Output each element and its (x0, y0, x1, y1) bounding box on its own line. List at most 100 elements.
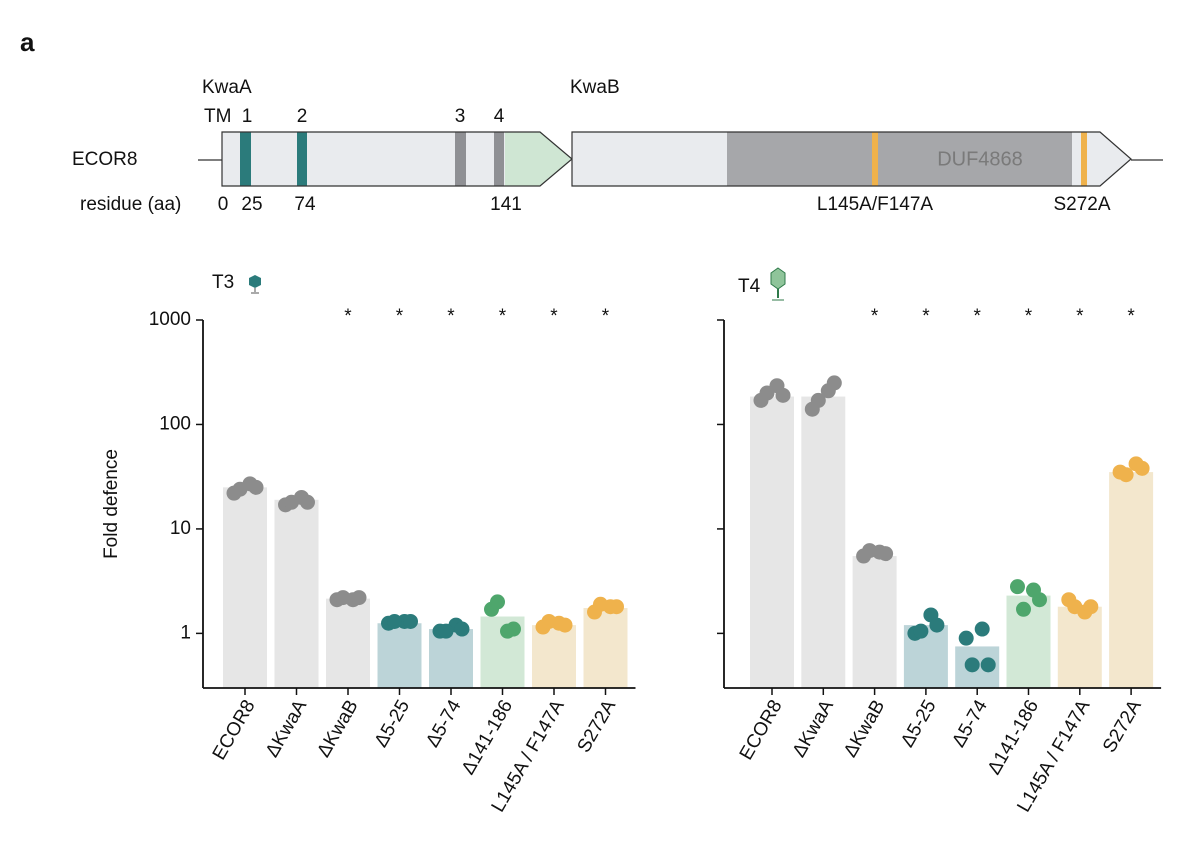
bar (223, 487, 267, 688)
mutation-band (1081, 132, 1087, 186)
data-point (232, 481, 248, 497)
bar (750, 396, 794, 688)
significance-mark: * (1076, 306, 1084, 327)
data-point (1016, 601, 1031, 617)
x-tick-label: ΔKwaA (789, 696, 839, 761)
data-point (1032, 592, 1047, 608)
data-point (862, 543, 878, 559)
x-tick-label: ΔKwaB (840, 697, 889, 761)
y-tick-label: 1000 (149, 309, 191, 330)
data-point (1083, 599, 1099, 615)
tm-band (297, 132, 307, 186)
data-point (438, 623, 454, 639)
x-tick-label: S272A (1099, 696, 1146, 756)
gene-label: KwaB (570, 77, 620, 98)
bar (326, 598, 370, 688)
bar (274, 499, 319, 688)
data-point (964, 657, 980, 673)
significance-mark: * (922, 306, 930, 327)
y-tick-label: 10 (170, 518, 191, 539)
data-point (1134, 460, 1150, 476)
strain-label: ECOR8 (72, 149, 137, 170)
data-point (1067, 599, 1083, 615)
tm-band (240, 132, 251, 186)
tm-number: 1 (242, 106, 253, 127)
x-tick-label: ΔKwaA (262, 696, 312, 761)
data-point (284, 494, 299, 510)
x-tick-label: Δ141-186 (984, 697, 1043, 779)
x-tick-label: Δ5-74 (422, 696, 466, 751)
tm-band (494, 132, 504, 186)
mutation-label: S272A (1053, 194, 1110, 215)
gene-label: KwaA (202, 77, 252, 98)
data-point (300, 494, 315, 510)
data-point (980, 657, 996, 673)
tm-band (455, 132, 466, 186)
data-point (490, 594, 505, 610)
data-point (1010, 579, 1025, 595)
data-point (454, 621, 470, 637)
bar (852, 556, 897, 688)
y-tick-label: 100 (159, 413, 191, 434)
tm-number: 2 (297, 106, 308, 127)
data-point (248, 479, 264, 495)
residue: 74 (294, 194, 316, 215)
data-point (878, 546, 894, 562)
domain-label: DUF4868 (937, 148, 1023, 170)
phage-icon-t3 (249, 275, 261, 294)
data-point (541, 613, 557, 629)
data-point (958, 630, 974, 646)
significance-mark: * (447, 306, 455, 327)
x-tick-label: Δ5-25 (897, 697, 941, 751)
y-tick-label: 1 (180, 622, 191, 643)
residue: 0 (218, 194, 229, 215)
y-axis-label: Fold defence (101, 449, 122, 559)
x-tick-label: ECOR8 (209, 697, 260, 764)
data-point (351, 590, 367, 606)
significance-mark: * (973, 306, 981, 327)
mutation-label: L145A/F147A (817, 194, 934, 215)
gene-outline (221, 131, 573, 187)
bar (429, 629, 473, 688)
data-point (1118, 467, 1134, 483)
residue-label: residue (aa) (80, 194, 181, 215)
data-point (913, 623, 929, 639)
x-tick-label: Δ141-186 (458, 697, 517, 779)
x-tick-label: Δ5-25 (371, 697, 415, 751)
panel-label: a (20, 27, 35, 57)
significance-mark: * (550, 306, 558, 327)
data-point (974, 621, 990, 637)
gene-kwaa (222, 132, 572, 186)
significance-mark: * (499, 306, 507, 327)
data-point (775, 387, 791, 403)
data-point (403, 613, 418, 629)
bar (1057, 606, 1102, 688)
x-tick-label: ΔKwaB (313, 697, 362, 761)
tm-number: 3 (455, 106, 466, 127)
significance-mark: * (602, 306, 610, 327)
bar (583, 607, 628, 688)
significance-mark: * (871, 306, 879, 327)
data-point (929, 617, 945, 633)
data-point (609, 599, 624, 615)
data-point (810, 392, 826, 408)
bar (377, 623, 422, 688)
data-point (557, 617, 573, 633)
bar (1109, 472, 1154, 688)
residue: 25 (241, 194, 262, 215)
chart-title: T4 (738, 276, 761, 297)
significance-mark: * (396, 306, 404, 327)
gene-diagram: DUF4868 KwaA KwaB TM 1 2 3 4 ECOR8 resid… (72, 77, 1163, 215)
tm-label: TM (204, 106, 231, 127)
tm-number: 4 (494, 106, 505, 127)
significance-mark: * (344, 306, 352, 327)
domain-region (727, 132, 1072, 186)
data-point (506, 621, 521, 637)
bar (532, 625, 576, 688)
data-point (593, 596, 608, 612)
x-tick-label: ECOR8 (736, 697, 787, 764)
gene-outline (571, 131, 1132, 187)
data-point (387, 613, 402, 629)
significance-mark: * (1127, 306, 1135, 327)
data-point (826, 375, 842, 391)
